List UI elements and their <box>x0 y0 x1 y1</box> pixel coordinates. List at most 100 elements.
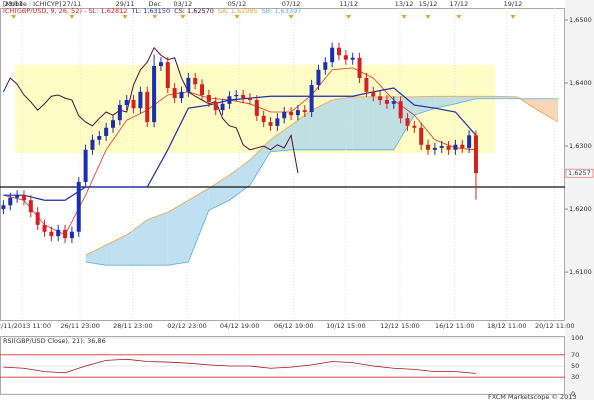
candle-body <box>419 127 424 145</box>
x-tick-label: 18/12 11:00 <box>487 322 527 330</box>
candle-body <box>426 144 431 150</box>
candle-body <box>384 100 389 104</box>
candle-body <box>8 197 13 206</box>
price-tag <box>565 168 594 178</box>
candle-body <box>69 231 74 239</box>
date-marker <box>11 15 17 19</box>
candle-body <box>172 88 177 99</box>
candle-body <box>405 118 410 126</box>
candle-body <box>282 112 287 119</box>
candle-body <box>473 135 478 174</box>
candle-body <box>227 96 232 104</box>
candle-body <box>186 77 191 92</box>
candle-body <box>63 229 68 239</box>
cloud-segment <box>291 110 312 150</box>
cloud-segment <box>208 175 230 211</box>
date-marker <box>180 15 186 19</box>
date-marker-label: 11/12 <box>339 0 358 8</box>
axis-area <box>565 0 594 400</box>
cloud-edge <box>85 95 559 256</box>
x-tick-label: 04/12 19:00 <box>220 322 260 330</box>
date-marker-label: 05/12 <box>228 0 247 8</box>
candle-body <box>241 94 246 99</box>
cloud-segment <box>414 96 435 116</box>
candle-body <box>90 139 95 150</box>
candle-body <box>275 118 280 126</box>
y-tick-label: 1,6200 <box>569 205 592 213</box>
y-tick-label: 30 <box>571 373 579 381</box>
candle-body <box>1 205 6 210</box>
y-tick-label: 70 <box>571 351 579 359</box>
candle-body <box>35 212 40 225</box>
cloud-segment <box>332 96 353 150</box>
candle-body <box>213 101 218 111</box>
legend: ICH(GBP/USD, 9, 26, 52) - SL: 1,62812 TL:… <box>3 7 301 15</box>
candle-body <box>378 96 383 101</box>
cloud-segment <box>249 139 271 186</box>
indicator-line <box>3 87 477 201</box>
candle-body <box>165 62 170 89</box>
y-tick-label: 1,6100 <box>569 268 592 276</box>
date-marker <box>401 15 407 19</box>
cloud-segment <box>475 96 497 99</box>
cloud-segment <box>311 100 333 150</box>
price-tag-label: 1,6257 <box>568 169 591 177</box>
date-marker-label: 03/12 <box>173 0 192 8</box>
rsi-title: RSI(GBP/USD Close), 21): 36,86 <box>3 337 106 345</box>
candle-body <box>446 146 451 150</box>
date-marker <box>510 15 516 19</box>
plot-frame <box>0 8 565 321</box>
candle-body <box>343 55 348 60</box>
x-tick-label: 28/11 23:00 <box>113 322 153 330</box>
candle-body <box>206 94 211 102</box>
cloud-segment <box>85 244 107 266</box>
indicator-line <box>3 67 477 236</box>
candle-body <box>49 231 54 237</box>
x-tick-label: 06/12 19:00 <box>274 322 314 330</box>
x-tick-label: 26/11 23:00 <box>60 322 100 330</box>
date-marker <box>346 15 352 19</box>
candle-body <box>152 65 157 123</box>
legend-item: CS: 1,62570 <box>174 7 214 15</box>
candle-body <box>220 103 225 111</box>
candle-body <box>28 200 33 213</box>
candle-body <box>104 127 109 136</box>
candle-body <box>261 115 266 123</box>
x-tick-label: 20/12 11:00 <box>535 322 575 330</box>
date-marker <box>288 15 294 19</box>
legend-item: SA: 1,62985 <box>218 7 258 15</box>
cloud-segment <box>373 96 394 150</box>
candle-body <box>56 229 61 237</box>
candle-body <box>179 91 184 99</box>
candle-body <box>309 84 314 112</box>
x-tick-label: 02/12 23:00 <box>167 322 207 330</box>
candle-body <box>439 146 444 148</box>
candle-body <box>316 69 321 85</box>
legend-item: ICH(GBP/USD, 9, 26, 52) - SL: 1,62812 <box>3 7 127 15</box>
legend-item: SB: 1,63397 <box>262 7 302 15</box>
candle-body <box>371 91 376 97</box>
footer: FXCM Marketscope © 2013 <box>488 393 577 400</box>
cloud-segment <box>167 200 189 266</box>
candle-body <box>412 125 417 128</box>
legend-item: TL: 1,63150 <box>130 7 170 15</box>
candle-body <box>467 135 472 148</box>
date-marker <box>234 15 240 19</box>
candle-body <box>432 147 437 150</box>
candle-body <box>76 181 81 232</box>
candle-body <box>337 47 341 56</box>
candle-body <box>350 57 355 60</box>
candle-body <box>15 195 20 198</box>
date-marker-label: 19/12 <box>504 0 523 8</box>
date-marker-label: 29/11 <box>116 0 135 8</box>
y-tick-label: 50 <box>571 362 579 370</box>
date-marker-label: Dec <box>148 0 161 8</box>
candle-body <box>124 100 129 106</box>
candle-body <box>330 47 335 63</box>
cloud-segment <box>147 212 168 266</box>
y-tick-label: 0 <box>571 390 575 398</box>
x-tick-label: 16/12 11:00 <box>435 322 475 330</box>
candle-body <box>145 91 150 123</box>
candle-body <box>302 110 307 112</box>
